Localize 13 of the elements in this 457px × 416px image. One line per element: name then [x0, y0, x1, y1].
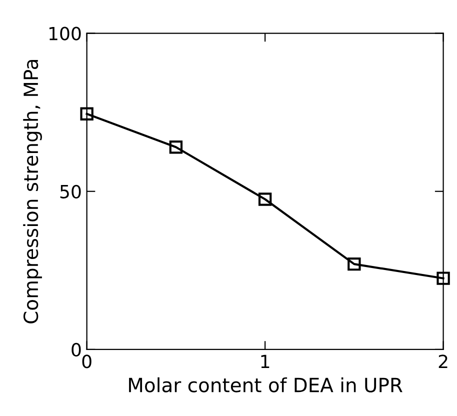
point: [169, 140, 183, 154]
x-axis-title: Molar content of DEA in UPR: [129, 377, 402, 392]
x-tick-label: 2: [438, 354, 448, 368]
y-axis-title: Compression strength, MPa: [23, 60, 42, 324]
x-tick-label: 0: [82, 354, 92, 368]
y-tick-label: 100: [49, 26, 81, 40]
point: [436, 272, 450, 285]
point: [258, 192, 272, 206]
y-tick-label: 50: [60, 184, 81, 198]
point: [348, 257, 361, 271]
x-tick-label: 1: [261, 354, 270, 368]
point: [80, 107, 94, 120]
y-tick-label: 0: [72, 342, 81, 357]
